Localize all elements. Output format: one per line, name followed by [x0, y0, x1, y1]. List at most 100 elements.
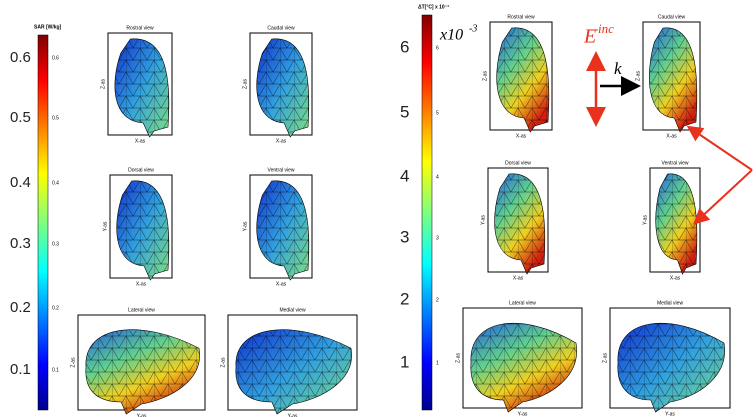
brain-view: Dorsal view X-as Y-as — [102, 167, 173, 287]
brain-view: Medial view Y-as Z-as — [220, 307, 358, 417]
mesh-lines — [649, 27, 698, 133]
view-frame — [249, 32, 313, 136]
view-title: Caudal view — [658, 14, 686, 20]
view-y-label: Z-as — [455, 353, 461, 364]
colorbar — [421, 14, 433, 411]
view-y-label: Y-as — [102, 221, 108, 231]
e-field-label: E — [583, 26, 596, 48]
view-frame — [77, 314, 206, 411]
colorbar-label: SAR [W/kg] — [34, 24, 62, 30]
colorbar-small-tick-label: 6 — [436, 45, 439, 51]
colorbar-small-tick-label: 4 — [436, 174, 439, 180]
pointer-arrow — [693, 169, 753, 225]
view-frame — [609, 307, 731, 409]
view-y-label: Y-as — [242, 221, 248, 231]
multiplier-exponent: -3 — [469, 23, 477, 34]
colorbar — [37, 34, 49, 411]
mesh-lines — [235, 329, 352, 415]
colorbar-tick-label: 3 — [400, 227, 409, 246]
view-title: Dorsal view — [505, 160, 531, 166]
view-title: Dorsal view — [128, 167, 154, 173]
colorbar-tick-label: 0.5 — [10, 109, 31, 126]
colorbar-small-tick-label: 0.5 — [52, 115, 59, 121]
view-x-label: Y-as — [665, 411, 675, 417]
brain-view: Lateral view Y-as Z-as — [455, 300, 583, 417]
colorbar-small-tick-label: 2 — [436, 297, 439, 303]
view-frame — [249, 174, 313, 279]
colorbar-tick-label: 0.1 — [10, 361, 31, 378]
mesh-lines — [655, 173, 698, 275]
view-frame — [487, 167, 549, 273]
view-x-label: Y-as — [518, 411, 528, 417]
colorbar-tick-label: 4 — [400, 166, 409, 185]
brain-view: Dorsal view X-as Y-as — [480, 160, 549, 281]
view-y-label: Z-as — [100, 79, 106, 90]
view-frame — [227, 314, 358, 411]
view-x-label: X-as — [135, 138, 146, 144]
view-title: Rostral view — [126, 25, 154, 31]
pointer-arrow — [686, 125, 753, 171]
brain-view: Caudal view X-as Z-as — [635, 14, 701, 139]
colorbar-label: ΔT[°C] x 10⁻³ — [418, 4, 449, 10]
view-frame — [489, 21, 553, 131]
view-y-label: Z-as — [70, 357, 76, 368]
colorbar-small-tick-label: 0.6 — [52, 55, 59, 61]
view-title: Lateral view — [128, 307, 155, 313]
view-frame — [462, 307, 583, 409]
colorbar-tick-label: 1 — [400, 352, 409, 371]
k-vector-label: k — [614, 59, 622, 78]
colorbar-small-tick-label: 0.3 — [52, 241, 59, 247]
brain-view: Lateral view Y-as Z-as — [70, 307, 206, 417]
view-x-label: X-as — [516, 133, 527, 139]
multiplier-base: x10 — [439, 27, 463, 44]
view-y-label: Y-as — [642, 215, 648, 225]
view-x-label: X-as — [666, 133, 677, 139]
colorbar-tick-label: 2 — [400, 289, 409, 308]
view-x-label: X-as — [670, 275, 681, 281]
mesh-lines — [470, 323, 577, 413]
colorbar-small-tick-label: 1 — [436, 360, 439, 366]
colorbar-tick-label: 6 — [400, 37, 409, 56]
view-y-label: Z-as — [220, 357, 226, 368]
view-y-label: Z-as — [602, 353, 608, 364]
view-title: Ventral view — [662, 160, 689, 166]
view-y-label: Z-as — [635, 71, 641, 82]
colorbar-small-tick-label: 3 — [436, 235, 439, 241]
view-frame — [107, 32, 173, 136]
view-x-label: Y-as — [288, 413, 298, 417]
colorbar-tick-label: 0.4 — [10, 174, 31, 191]
view-frame — [642, 21, 701, 131]
view-y-label: Z-as — [482, 71, 488, 82]
colorbar-small-tick-label: 0.2 — [52, 305, 59, 311]
view-x-label: X-as — [276, 138, 287, 144]
colorbar-tick-label: 0.2 — [10, 299, 31, 316]
view-y-label: Y-as — [480, 215, 486, 225]
view-title: Rostral view — [507, 14, 535, 20]
colorbar-small-tick-label: 5 — [436, 110, 439, 116]
view-title: Lateral view — [509, 300, 536, 306]
view-title: Medial view — [657, 300, 684, 306]
colorbar-small-tick-label: 0.4 — [52, 180, 59, 186]
colorbar-small-tick-label: 0.1 — [52, 367, 59, 373]
annotations: E inc k — [583, 21, 753, 225]
mesh-lines — [114, 38, 170, 138]
colorbar-tick-label: 5 — [400, 102, 409, 121]
view-x-label: X-as — [136, 281, 147, 287]
left-panel: SAR [W/kg] 0.6 0.6 0.5 0.5 0.4 0.4 0.3 0.3 0.2 0.2… — [10, 24, 358, 417]
view-y-label: Z-as — [242, 79, 248, 90]
mesh-lines — [256, 180, 310, 281]
mesh-lines — [617, 323, 725, 413]
brain-view: Ventral view X-as Y-as — [642, 160, 701, 281]
brain-view: Rostral view X-as Z-as — [100, 25, 173, 144]
view-x-label: Y-as — [137, 413, 147, 417]
e-field-superscript: inc — [598, 21, 614, 36]
colorbar-tick-label: 0.3 — [10, 235, 31, 252]
mesh-lines — [496, 27, 550, 133]
mesh-lines — [494, 173, 546, 275]
right-panel: ΔT[°C] x 10⁻³ 6 6 5 5 4 4 3 3 2 2 1 1 x10 -3 Rostral vi… — [400, 4, 731, 417]
view-title: Caudal view — [267, 25, 295, 31]
brain-view: Medial view Y-as Z-as — [602, 300, 731, 417]
brain-view: Rostral view X-as Z-as — [482, 14, 553, 139]
brain-view: Ventral view X-as Y-as — [242, 167, 313, 287]
